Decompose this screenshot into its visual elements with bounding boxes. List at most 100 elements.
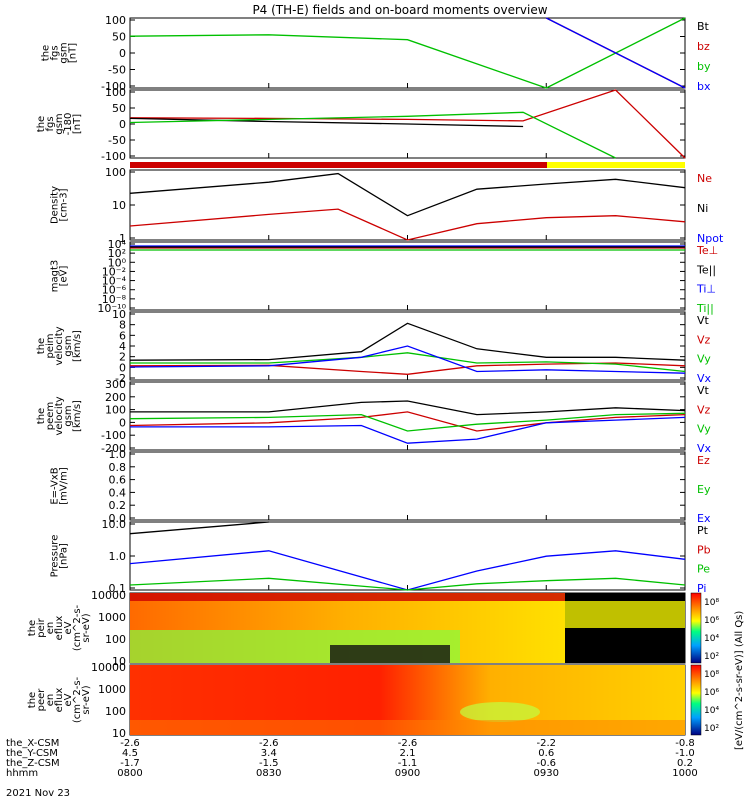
mode-bar-red [130,162,547,168]
series-Vz [129,362,686,375]
ytick-label: -100 [101,150,126,163]
ylabel-line: E=-VxB [50,467,61,504]
ytick-label: 1.0 [109,448,127,461]
ylabel-line: Pressure [50,535,61,578]
series-Pt [129,521,269,535]
xinfo-value: -1.5 [259,758,279,769]
mode-bar [130,162,685,168]
series-Vx [130,416,686,444]
ylabel-line: eV [63,621,74,634]
ylabel-line: gsm [59,42,70,63]
ylabel-line: (cm^2-s- [72,604,83,651]
ylabel-line: peir [36,617,47,637]
panel-frame [129,451,686,521]
ytick-label: -50 [108,64,126,77]
legend-Ey: Ey [697,483,711,496]
legend-Vy: Vy [697,423,711,436]
ylabel-line: the [36,116,47,132]
series-group-density [129,172,686,241]
series-group-fgs [129,17,686,89]
series-group-peim-velocity [129,322,686,375]
ytick-label: 0.1 [109,582,127,595]
legend-Bt: Bt [697,20,710,33]
ylabel-line: eflux [54,616,65,641]
ytick-label: -2 [115,372,126,385]
ylabel-line: [km/s] [72,330,83,362]
ytick-label: 200 [105,391,126,404]
xinfo-value: 0900 [395,768,420,779]
legend-Vx: Vx [697,442,712,455]
series-Vy [130,352,686,373]
ytick-label: 100 [105,86,126,99]
ytick-label: 1000 [98,683,126,696]
series-Pi [129,550,686,591]
ytick-label: 10⁻⁶ [102,284,127,297]
ylabel-line: gsm [54,113,65,134]
legend-Ez: Ez [697,454,710,467]
legend-Ne: Ne [697,172,712,185]
ylabel-line: en [45,694,56,707]
ytick-label: 0.2 [109,499,127,512]
legend-by: by [697,60,711,73]
ytick-label: 10² [108,247,126,260]
ytick-label: 100 [105,404,126,417]
xinfo-value: -1.0 [675,748,695,759]
ylabel-line: sr-eV) [81,685,92,714]
xinfo-value: -1.1 [398,758,418,769]
legend-Te||: Te|| [696,263,716,276]
series-black [129,117,524,128]
ytick-label: 10⁻¹⁰ [97,302,126,315]
ylabel-line: the [36,408,47,424]
xinfo-value: 0800 [117,768,142,779]
ylabel-line: Density [50,186,61,224]
ytick-label: -50 [108,134,126,147]
mode-bar-yellow [547,162,685,168]
ylabel-line: sr-eV) [81,613,92,642]
xinfo-value: -2.6 [120,738,140,749]
series-Vz [129,411,686,432]
xinfo-value: -0.8 [675,738,695,749]
ytick-label: 10 [112,308,126,321]
ylabel-line: the [41,45,52,61]
colorbar: 10⁸ 10⁶ 10⁴ 10² 10⁸ 10⁶ 10⁴ 10² [eV/(cm^2-s-sr-… [690,592,745,750]
ylabel-line: peim [45,333,56,358]
ytick-label: 10⁻² [102,265,126,278]
colorbar-tick: 10⁴ [704,706,719,716]
legend-Pt: Pt [697,524,709,537]
ylabel-line: gsm [63,335,74,356]
series-group-peem-velocity [129,400,686,444]
ytick-label: 0 [119,118,126,131]
ylabel-line: (cm^2-s- [72,676,83,723]
series-Ne [129,208,686,241]
ytick-label: 50 [112,31,126,44]
ytick-label: -100 [101,80,126,93]
ytick-label: 2 [119,351,126,364]
colorbar-tick: 10⁴ [704,634,719,644]
series-Vt [130,400,686,416]
xinfo-value: -2.2 [536,738,556,749]
legend-Vx: Vx [697,372,712,385]
panel-frame [129,17,686,89]
xinfo-row-label: the_X-CSM [6,738,59,749]
xinfo-row-label: hhmm [6,768,38,779]
ylabel-line: gsm [63,405,74,426]
ytick-label: 10⁻⁴ [102,275,127,288]
ytick-label: 1.0 [109,550,127,563]
ylabel-line: fgs [50,45,61,60]
ylabel-line: the [27,620,38,636]
ylabel-line: magt3 [50,260,61,293]
ylabel-line: [mV/m] [59,467,70,505]
ylabel-line: [nPa] [59,543,70,569]
series-green [129,111,616,159]
ytick-label: 10 [112,199,126,212]
ylabel-line: -180 [63,113,74,136]
xinfo-value: -2.6 [259,738,279,749]
ytick-label: 10.0 [102,518,127,531]
xinfo-row-label: the_Z-CSM [6,758,60,769]
legend-Ex: Ex [697,512,711,525]
ytick-label: 100 [105,166,126,179]
series-red [129,89,686,159]
